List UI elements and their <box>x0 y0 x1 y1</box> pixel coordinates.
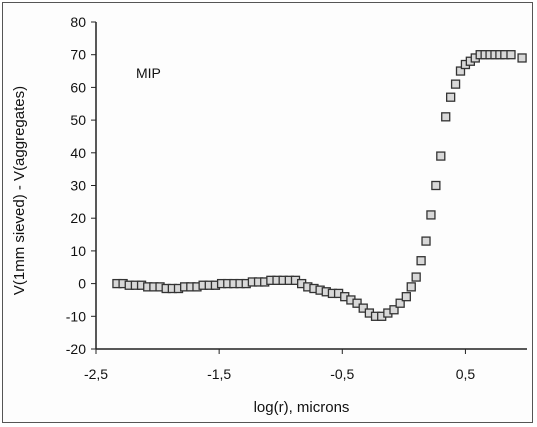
data-point <box>352 298 362 308</box>
y-tick-label: -10 <box>66 308 86 324</box>
data-point <box>431 180 441 191</box>
data-point <box>406 282 416 292</box>
y-tick-label: 40 <box>70 145 86 161</box>
y-tick-label: 60 <box>70 79 86 95</box>
data-point <box>450 79 461 89</box>
data-point <box>455 66 466 76</box>
y-tick-label: 0 <box>78 276 86 292</box>
x-tick-label: -1,5 <box>207 366 231 382</box>
data-point <box>517 53 527 63</box>
y-tick-label: 30 <box>70 178 86 194</box>
data-point <box>411 272 421 282</box>
y-tick-label: 80 <box>70 14 86 30</box>
data-point <box>416 256 426 266</box>
data-point <box>506 50 516 60</box>
data-point <box>421 236 431 246</box>
data-point <box>358 303 368 313</box>
data-points <box>112 50 527 321</box>
y-tick-label: 20 <box>70 210 86 226</box>
x-axis-ticks: -2,5 -1,5 -0,5 0,5 <box>84 349 475 382</box>
data-point <box>389 305 399 315</box>
chart-frame <box>2 2 533 423</box>
data-point <box>441 112 451 122</box>
y-tick-label: 70 <box>70 47 86 63</box>
data-point <box>436 151 446 161</box>
chart-annotation: MIP <box>136 65 161 81</box>
data-point <box>395 298 405 308</box>
x-tick-label: -2,5 <box>84 366 108 382</box>
data-point <box>446 92 456 102</box>
y-axis-ticks: -20 -10 0 10 20 30 40 50 60 70 80 <box>66 14 96 357</box>
x-tick-label: 0,5 <box>456 366 476 382</box>
y-tick-label: -20 <box>66 341 86 357</box>
data-point <box>401 292 411 302</box>
x-tick-label: -0,5 <box>330 366 354 382</box>
x-axis-title: log(r), microns <box>254 399 350 416</box>
y-tick-label: 50 <box>70 112 86 128</box>
y-tick-label: 10 <box>70 243 86 259</box>
data-point <box>426 210 436 220</box>
y-axis-title: V(1mm sieved) - V(aggregates) <box>11 86 28 295</box>
